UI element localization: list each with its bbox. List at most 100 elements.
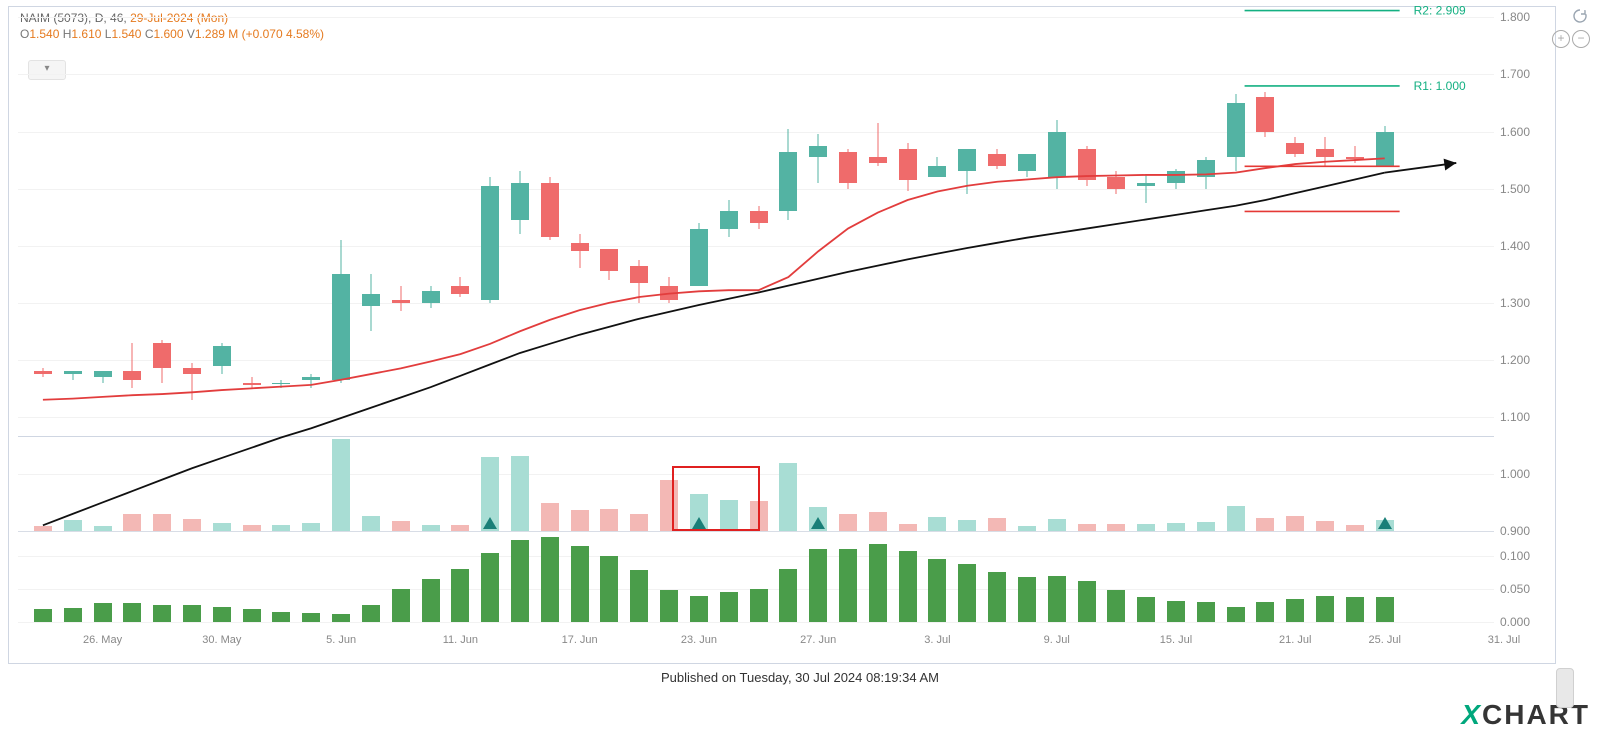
histogram-bar[interactable]: [272, 612, 290, 622]
candlestick[interactable]: [988, 6, 1006, 531]
candlestick[interactable]: [1137, 6, 1155, 531]
histogram-bar[interactable]: [899, 551, 917, 622]
candlestick[interactable]: [690, 6, 708, 531]
histogram-bar[interactable]: [1137, 597, 1155, 622]
histogram-bar[interactable]: [123, 603, 141, 622]
candlestick[interactable]: [1316, 6, 1334, 531]
histogram-bar[interactable]: [392, 589, 410, 622]
histogram-bar[interactable]: [958, 564, 976, 622]
histogram-bar[interactable]: [630, 570, 648, 622]
candlestick[interactable]: [481, 6, 499, 531]
candlestick[interactable]: [1227, 6, 1245, 531]
candlestick[interactable]: [243, 6, 261, 531]
histogram-bar[interactable]: [1376, 597, 1394, 622]
candlestick[interactable]: [451, 6, 469, 531]
histogram-bar[interactable]: [183, 605, 201, 622]
histogram-bar[interactable]: [332, 614, 350, 622]
candlestick[interactable]: [660, 6, 678, 531]
histogram-bar[interactable]: [1197, 602, 1215, 622]
histogram-bar[interactable]: [1107, 590, 1125, 622]
y-tick-label: 1.800: [1500, 10, 1556, 24]
histogram-bar[interactable]: [511, 540, 529, 622]
candlestick[interactable]: [332, 6, 350, 531]
candlestick[interactable]: [272, 6, 290, 531]
scrollbar-nub[interactable]: [1556, 668, 1574, 708]
histogram-bar[interactable]: [690, 596, 708, 622]
histogram-bar[interactable]: [243, 609, 261, 622]
candlestick[interactable]: [422, 6, 440, 531]
histogram-bar[interactable]: [422, 579, 440, 622]
histogram-bar[interactable]: [571, 546, 589, 622]
chart-plot[interactable]: 26. May30. May5. Jun11. Jun17. Jun23. Ju…: [18, 6, 1494, 656]
candlestick[interactable]: [1286, 6, 1304, 531]
candlestick[interactable]: [1048, 6, 1066, 531]
histogram-bar[interactable]: [94, 603, 112, 622]
candlestick[interactable]: [958, 6, 976, 531]
histogram-bar[interactable]: [34, 609, 52, 622]
histogram-bar[interactable]: [1286, 599, 1304, 622]
histogram-bar[interactable]: [809, 549, 827, 622]
histogram-bar[interactable]: [839, 549, 857, 622]
candlestick[interactable]: [809, 6, 827, 531]
candlestick[interactable]: [869, 6, 887, 531]
candlestick[interactable]: [571, 6, 589, 531]
refresh-icon[interactable]: [1572, 8, 1588, 24]
histogram-bar[interactable]: [1256, 602, 1274, 622]
histogram-bar[interactable]: [779, 569, 797, 622]
candlestick[interactable]: [1376, 6, 1394, 531]
histogram-bar[interactable]: [481, 553, 499, 622]
candlestick[interactable]: [750, 6, 768, 531]
candlestick[interactable]: [1197, 6, 1215, 531]
histogram-bar[interactable]: [1018, 577, 1036, 622]
candlestick[interactable]: [94, 6, 112, 531]
candlestick[interactable]: [1346, 6, 1364, 531]
histogram-bar[interactable]: [750, 589, 768, 622]
histogram-bar[interactable]: [362, 605, 380, 622]
histogram-bar[interactable]: [1167, 601, 1185, 622]
histogram-bar[interactable]: [1048, 576, 1066, 622]
histogram-bar[interactable]: [451, 569, 469, 622]
candlestick[interactable]: [541, 6, 559, 531]
candlestick[interactable]: [302, 6, 320, 531]
histogram-bar[interactable]: [988, 572, 1006, 622]
candlestick[interactable]: [1167, 6, 1185, 531]
histogram-bar[interactable]: [928, 559, 946, 622]
candlestick[interactable]: [153, 6, 171, 531]
candlestick[interactable]: [600, 6, 618, 531]
candlestick[interactable]: [392, 6, 410, 531]
histogram-bar[interactable]: [660, 590, 678, 622]
candlestick[interactable]: [899, 6, 917, 531]
candlestick[interactable]: [362, 6, 380, 531]
candlestick[interactable]: [213, 6, 231, 531]
candlestick[interactable]: [720, 6, 738, 531]
candlestick[interactable]: [511, 6, 529, 531]
candlestick[interactable]: [928, 6, 946, 531]
histogram-bar[interactable]: [64, 608, 82, 622]
candlestick[interactable]: [630, 6, 648, 531]
histogram-bar[interactable]: [302, 613, 320, 622]
candlestick[interactable]: [1078, 6, 1096, 531]
y-axis: 0.9001.0001.1001.2001.3001.4001.5001.600…: [1500, 6, 1556, 656]
histogram-bar[interactable]: [1316, 596, 1334, 622]
histogram-bar[interactable]: [1078, 581, 1096, 622]
histogram-bar[interactable]: [869, 544, 887, 622]
candlestick[interactable]: [1256, 6, 1274, 531]
histogram-pane[interactable]: [18, 536, 1494, 636]
price-pane[interactable]: [18, 6, 1494, 531]
histogram-bar[interactable]: [541, 537, 559, 622]
candlestick[interactable]: [123, 6, 141, 531]
histogram-bar[interactable]: [720, 592, 738, 622]
histogram-bar[interactable]: [1346, 597, 1364, 622]
histogram-bar[interactable]: [213, 607, 231, 622]
candlestick[interactable]: [1107, 6, 1125, 531]
histogram-bar[interactable]: [1227, 607, 1245, 622]
candlestick[interactable]: [779, 6, 797, 531]
candlestick[interactable]: [34, 6, 52, 531]
candlestick[interactable]: [64, 6, 82, 531]
candlestick[interactable]: [183, 6, 201, 531]
zoom-out-icon[interactable]: −: [1572, 30, 1590, 48]
candlestick[interactable]: [1018, 6, 1036, 531]
histogram-bar[interactable]: [153, 605, 171, 622]
candlestick[interactable]: [839, 6, 857, 531]
histogram-bar[interactable]: [600, 556, 618, 622]
